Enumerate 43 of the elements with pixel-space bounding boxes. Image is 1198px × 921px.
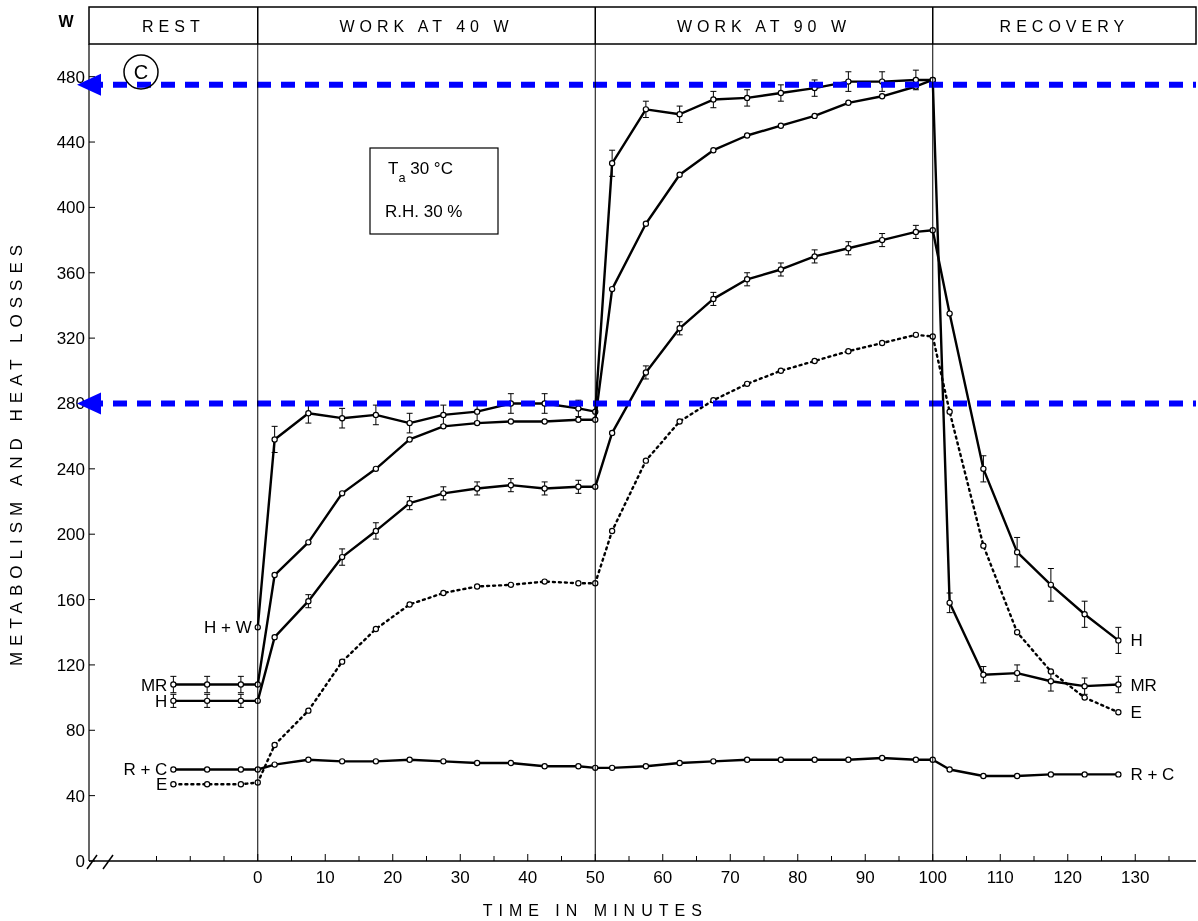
annotation: T$_{a}$ 30 °C xyxy=(388,159,453,185)
y-tick-label: 360 xyxy=(56,263,85,283)
annotation: C xyxy=(133,61,149,83)
y-tick-label: 160 xyxy=(56,590,85,610)
text: H xyxy=(1130,631,1143,651)
text: E xyxy=(1130,703,1142,723)
y-tick-label: 0 xyxy=(75,852,85,871)
x-tick-label: 40 xyxy=(518,868,538,887)
x-tick-label: 120 xyxy=(1053,868,1082,887)
x-tick-label: 80 xyxy=(788,868,808,887)
text: REST xyxy=(142,18,205,35)
text: WORK AT 90 W xyxy=(676,18,852,35)
y-axis-title: METABOLISM AND HEAT LOSSES xyxy=(7,238,26,667)
x-tick-label: 60 xyxy=(653,868,673,887)
y-tick-label: 80 xyxy=(66,721,85,741)
text: W xyxy=(58,13,75,30)
y-tick-label: 480 xyxy=(56,67,85,87)
x-tick-label: 90 xyxy=(855,868,875,887)
text: WORK AT 40 W xyxy=(339,18,514,35)
x-tick-label: 100 xyxy=(918,868,947,887)
x-tick-label: 50 xyxy=(585,868,605,887)
x-tick-label: 110 xyxy=(986,868,1014,887)
y-tick-label: 120 xyxy=(56,655,85,675)
series-label: E xyxy=(156,775,168,795)
series-label: H + W xyxy=(204,618,252,638)
y-tick-label: 320 xyxy=(56,329,85,349)
x-axis-title: TIME IN MINUTES xyxy=(482,902,708,919)
text: MR xyxy=(1130,675,1157,695)
y-tick-label: 280 xyxy=(56,394,85,414)
annotation: R.H. 30 % xyxy=(385,202,463,221)
text: RECOVERY xyxy=(999,18,1130,35)
x-tick-label: 130 xyxy=(1121,868,1150,887)
y-tick-label: 240 xyxy=(56,459,85,479)
x-tick-label: 10 xyxy=(315,868,335,887)
y-tick-label: 440 xyxy=(56,133,85,153)
x-tick-label: 30 xyxy=(450,868,470,887)
y-tick-label: 200 xyxy=(56,525,85,545)
y-tick-label: 400 xyxy=(56,198,85,218)
y-tick-label: 40 xyxy=(66,786,85,806)
x-tick-label: 0 xyxy=(253,868,263,887)
x-tick-label: 70 xyxy=(720,868,740,887)
text: R + C xyxy=(1130,765,1175,785)
x-tick-label: 20 xyxy=(383,868,403,887)
